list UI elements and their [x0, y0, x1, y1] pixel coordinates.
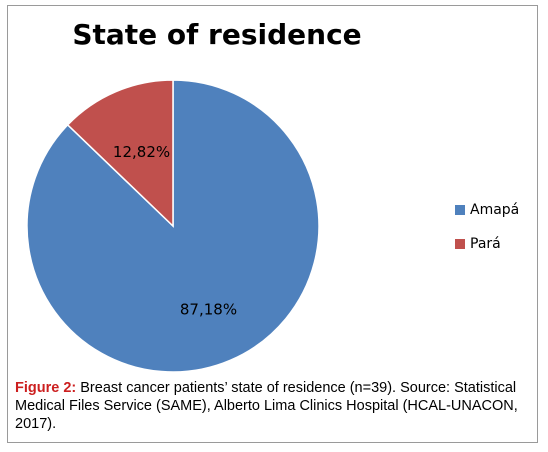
- chart-title: State of residence: [72, 18, 362, 51]
- slice-label-para: 12,82%: [113, 143, 170, 161]
- legend-item-amapa: Amapá: [455, 200, 519, 220]
- legend-swatch-para: [455, 239, 465, 249]
- legend-label-amapa: Amapá: [470, 202, 520, 218]
- legend: Amapá Pará: [455, 200, 519, 268]
- caption-text: Breast cancer patients’ state of residen…: [15, 380, 518, 432]
- pie-slice-para: [66, 79, 174, 228]
- figure-caption: Figure 2: Breast cancer patients’ state …: [15, 379, 535, 433]
- legend-label-para: Pará: [470, 236, 501, 252]
- caption-label: Figure 2:: [15, 380, 77, 396]
- legend-item-para: Pará: [455, 234, 519, 254]
- slice-label-amapa: 87,18%: [180, 300, 237, 318]
- legend-swatch-amapa: [455, 205, 465, 215]
